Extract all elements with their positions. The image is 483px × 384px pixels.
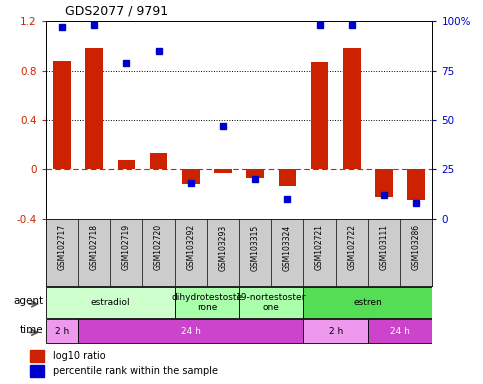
Text: 24 h: 24 h — [390, 327, 410, 336]
Text: percentile rank within the sample: percentile rank within the sample — [53, 366, 217, 376]
Bar — [279, 169, 296, 185]
Text: 2 h: 2 h — [55, 327, 69, 336]
Bar — [46, 287, 175, 318]
Text: GSM102717: GSM102717 — [57, 224, 67, 270]
Text: 19-nortestoster
one: 19-nortestoster one — [236, 293, 307, 312]
Bar — [78, 319, 303, 343]
Bar — [303, 287, 432, 318]
Text: estradiol: estradiol — [90, 298, 130, 307]
Text: log10 ratio: log10 ratio — [53, 351, 105, 361]
Bar — [375, 169, 393, 197]
Bar — [30, 366, 44, 377]
Text: GSM102722: GSM102722 — [347, 224, 356, 270]
Text: GSM103324: GSM103324 — [283, 224, 292, 270]
Text: time: time — [20, 325, 43, 335]
Text: GDS2077 / 9791: GDS2077 / 9791 — [65, 4, 169, 17]
Bar — [246, 169, 264, 178]
Text: GSM103292: GSM103292 — [186, 224, 195, 270]
Text: GSM102721: GSM102721 — [315, 224, 324, 270]
Text: GSM102718: GSM102718 — [90, 224, 99, 270]
Bar — [311, 62, 328, 169]
Bar — [303, 319, 368, 343]
Text: GSM103315: GSM103315 — [251, 224, 260, 270]
Text: 24 h: 24 h — [181, 327, 201, 336]
Text: estren: estren — [354, 298, 382, 307]
Text: agent: agent — [14, 296, 43, 306]
Text: dihydrotestoste
rone: dihydrotestoste rone — [171, 293, 242, 312]
Bar — [175, 287, 239, 318]
Bar — [30, 350, 44, 362]
Bar — [214, 169, 232, 173]
Bar — [368, 319, 432, 343]
Bar — [150, 153, 168, 169]
Bar — [85, 48, 103, 169]
Bar — [53, 61, 71, 169]
Bar — [343, 48, 361, 169]
Bar — [239, 287, 303, 318]
Text: 2 h: 2 h — [328, 327, 343, 336]
Text: GSM102719: GSM102719 — [122, 224, 131, 270]
Text: GSM102720: GSM102720 — [154, 224, 163, 270]
Bar — [46, 319, 78, 343]
Bar — [117, 160, 135, 169]
Bar — [182, 169, 199, 184]
Bar — [407, 169, 425, 200]
Text: GSM103293: GSM103293 — [218, 224, 227, 270]
Text: GSM103111: GSM103111 — [380, 224, 388, 270]
Text: GSM103286: GSM103286 — [412, 224, 421, 270]
